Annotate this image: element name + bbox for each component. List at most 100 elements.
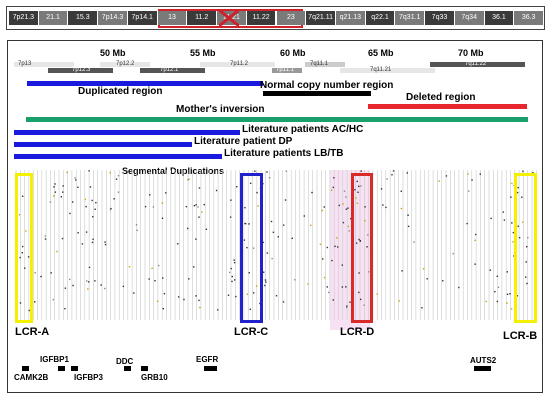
- segdup-dot: [95, 201, 97, 204]
- inversion-label: Mother's inversion: [176, 104, 265, 115]
- ideogram-band: 36.3: [514, 11, 543, 25]
- segdup-dot: [113, 198, 115, 200]
- segdup-dot: [19, 302, 22, 304]
- cytoband-7q11-1: [305, 62, 345, 67]
- lcr-d-box: [351, 173, 373, 323]
- ideogram-band: q21.13: [335, 11, 365, 25]
- segdup-dot: [85, 231, 88, 233]
- ideogram-band: 11.2: [187, 11, 217, 25]
- segdup-dot: [28, 309, 30, 312]
- segdup-dot: [346, 305, 348, 307]
- segdup-dot: [445, 175, 448, 177]
- lcr-c-label: LCR-C: [234, 326, 269, 338]
- segdup-dot: [326, 246, 329, 249]
- segdup-dot: [421, 307, 423, 309]
- segdup-dot: [18, 214, 21, 216]
- segdup-dot: [271, 257, 273, 260]
- normal-copy-label: Normal copy number region: [260, 80, 394, 91]
- segdup-dot: [474, 263, 476, 265]
- segdup-dot: [246, 246, 248, 249]
- segdup-dot: [77, 186, 79, 189]
- segdup-dot: [69, 212, 71, 215]
- segdup-dot: [337, 246, 339, 248]
- segdup-dot: [348, 230, 350, 232]
- segdup-dot: [193, 266, 195, 268]
- segdup-dot: [506, 271, 508, 273]
- segdup-dot: [358, 238, 360, 241]
- segdup-dot: [262, 271, 265, 273]
- segdup-dot: [517, 186, 519, 189]
- segdup-dot: [198, 187, 201, 189]
- segdup-dot: [21, 252, 24, 254]
- segdup-dot: [509, 293, 511, 295]
- region-panel: [7, 40, 543, 393]
- segdup-dot: [490, 217, 492, 220]
- segdup-dot: [252, 247, 255, 249]
- segdup-dot: [74, 177, 76, 179]
- centromere-icon: [219, 10, 239, 26]
- segdup-dot: [50, 272, 52, 274]
- segdup-dot: [406, 172, 408, 174]
- cytoband-label: 7p12.2: [116, 61, 135, 67]
- segdup-plot: [15, 170, 537, 330]
- segdup-dot: [479, 173, 481, 175]
- gene-auts2-label: AUTS2: [470, 356, 497, 365]
- segdup-dot: [332, 299, 334, 301]
- segdup-dot: [511, 182, 513, 185]
- segdup-dot: [92, 216, 94, 218]
- segdup-dot: [152, 206, 155, 208]
- segdup-dot: [230, 267, 232, 270]
- segdup-dot: [282, 301, 285, 303]
- segdup-dot: [94, 208, 96, 210]
- segdup-dot: [81, 243, 84, 245]
- segdup-dot: [151, 267, 153, 270]
- deleted-region-label: Deleted region: [406, 92, 476, 103]
- segdup-dot: [357, 191, 359, 193]
- mb-label-50: 50 Mb: [100, 48, 126, 58]
- cytoband-label: 7p12.3: [72, 67, 91, 73]
- segdup-dot: [87, 288, 89, 290]
- segdup-dot: [195, 204, 197, 206]
- segdup-dot: [156, 300, 159, 303]
- segdup-dot: [341, 264, 344, 266]
- segdup-dot: [71, 201, 74, 203]
- lit-lb-tb-bar: [14, 154, 222, 159]
- segdup-dot: [117, 191, 120, 193]
- cytoband-label: 7q11.21: [370, 67, 392, 73]
- segdup-dot: [522, 221, 524, 223]
- segdup-dot: [197, 206, 199, 208]
- ideogram-band: 21.1: [38, 11, 68, 25]
- segdup-dot: [34, 271, 36, 274]
- ideogram-band: 7q21.11: [306, 11, 335, 25]
- segdup-dot: [407, 214, 409, 216]
- segdup-dot: [259, 302, 261, 305]
- segdup-dot: [525, 245, 528, 248]
- segdup-dot: [257, 205, 259, 207]
- segdup-dot: [311, 191, 313, 194]
- gene-egfr-label: EGFR: [196, 355, 219, 364]
- segdup-dot: [40, 275, 42, 278]
- segdup-dot: [149, 194, 151, 196]
- lcr-c-box: [240, 173, 263, 323]
- segdup-dot: [144, 205, 147, 208]
- gene-camk2b-label: CAMK2B: [14, 373, 49, 382]
- segdup-dot: [525, 261, 527, 263]
- segdup-dot: [110, 207, 112, 210]
- segdup-dot: [506, 293, 509, 296]
- cytoband-label: 7p11.2: [230, 61, 248, 67]
- segdup-dot: [62, 185, 64, 187]
- segdup-dot: [188, 278, 190, 280]
- ideogram-band: 13: [157, 11, 187, 25]
- segdup-dot: [92, 238, 94, 240]
- segdup-dot: [88, 170, 90, 172]
- segdup-label: Segmental Duplications: [122, 166, 225, 176]
- segdup-dot: [364, 220, 366, 222]
- segdup-dot: [489, 269, 491, 271]
- ideogram-band: 7q34: [454, 11, 484, 25]
- segdup-dot: [115, 178, 118, 180]
- gene-ddc-marker: [124, 366, 131, 371]
- cytoband-7p12-2: [100, 62, 150, 67]
- segdup-dot: [75, 179, 77, 181]
- segdup-dot: [245, 222, 247, 225]
- segdup-dot: [227, 294, 230, 296]
